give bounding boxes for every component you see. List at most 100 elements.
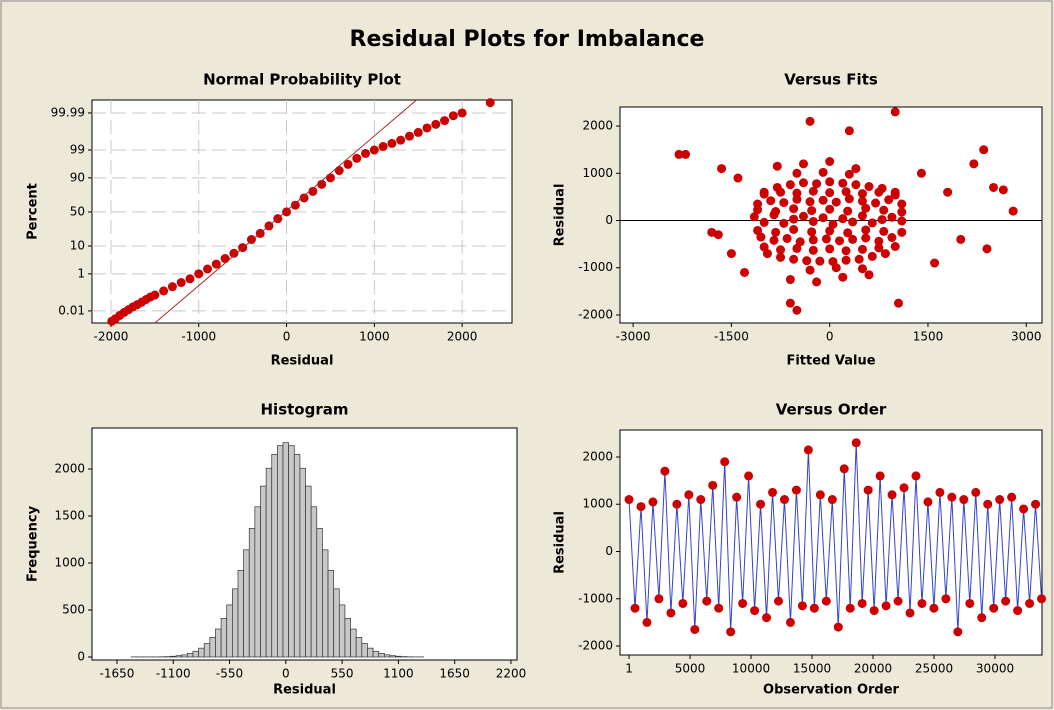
point bbox=[947, 492, 957, 502]
point bbox=[789, 204, 799, 214]
point bbox=[911, 471, 921, 481]
point bbox=[953, 627, 963, 637]
point bbox=[930, 258, 940, 268]
point bbox=[807, 227, 817, 237]
x-tick-label: -550 bbox=[216, 667, 243, 681]
point bbox=[624, 495, 634, 505]
bar bbox=[361, 643, 368, 658]
bar bbox=[248, 528, 256, 658]
x-tick-label: 2000 bbox=[447, 330, 478, 344]
point bbox=[887, 233, 897, 243]
point bbox=[440, 116, 450, 126]
series-line bbox=[628, 442, 1043, 632]
point bbox=[935, 487, 945, 497]
bar bbox=[198, 647, 205, 658]
point bbox=[807, 206, 817, 216]
point bbox=[387, 138, 397, 148]
point bbox=[229, 248, 239, 258]
bar bbox=[254, 506, 261, 658]
point bbox=[848, 234, 858, 244]
point bbox=[877, 215, 887, 225]
point bbox=[893, 596, 903, 606]
point bbox=[941, 594, 951, 604]
y-tick-label: 50 bbox=[70, 204, 85, 218]
x-tick-label: 0 bbox=[282, 667, 290, 681]
point bbox=[630, 603, 640, 613]
x-tick-label: -1650 bbox=[100, 667, 135, 681]
point bbox=[759, 242, 769, 252]
bar bbox=[288, 445, 295, 658]
point bbox=[726, 249, 736, 259]
point bbox=[779, 495, 789, 505]
point bbox=[815, 490, 825, 500]
point bbox=[352, 153, 362, 163]
point bbox=[431, 119, 441, 129]
point bbox=[772, 161, 782, 171]
y-tick-label: 2000 bbox=[582, 119, 613, 133]
point bbox=[726, 627, 736, 637]
point bbox=[785, 617, 795, 627]
point bbox=[771, 207, 781, 217]
point bbox=[150, 290, 160, 300]
x-tick-label: -1000 bbox=[181, 330, 216, 344]
point bbox=[897, 207, 907, 217]
point bbox=[880, 249, 890, 259]
x-tick-label: 3000 bbox=[1011, 330, 1042, 344]
y-axis-label: Percent bbox=[26, 183, 41, 240]
point bbox=[782, 233, 792, 243]
x-tick-label: 25000 bbox=[915, 662, 953, 676]
bar bbox=[338, 604, 346, 658]
y-tick-label: -2000 bbox=[578, 639, 613, 653]
x-tick-label: 0 bbox=[826, 330, 834, 344]
point bbox=[897, 216, 907, 226]
point bbox=[1008, 206, 1018, 216]
bar bbox=[316, 528, 323, 658]
y-tick-label: 99 bbox=[70, 143, 85, 157]
point bbox=[825, 204, 835, 214]
y-tick-label: 500 bbox=[62, 602, 85, 616]
x-axis-label: Observation Order bbox=[763, 683, 900, 698]
bar bbox=[215, 628, 222, 658]
y-tick-label: 10 bbox=[70, 239, 85, 253]
bar bbox=[299, 467, 306, 658]
point bbox=[1025, 598, 1035, 608]
y-axis-label: Frequency bbox=[26, 505, 41, 582]
point bbox=[821, 596, 831, 606]
x-axis-label: Fitted Value bbox=[786, 354, 875, 369]
x-tick-label: 1500 bbox=[913, 330, 944, 344]
point bbox=[672, 499, 682, 509]
point bbox=[194, 269, 204, 279]
x-axis-label: Residual bbox=[271, 354, 334, 369]
y-axis-label: Residual bbox=[553, 511, 568, 574]
point bbox=[879, 226, 889, 236]
point bbox=[768, 487, 778, 497]
point bbox=[884, 195, 894, 205]
point bbox=[802, 256, 812, 266]
point bbox=[825, 156, 835, 166]
point bbox=[838, 214, 848, 224]
y-tick-label: 2000 bbox=[54, 461, 85, 475]
point bbox=[1001, 596, 1011, 606]
point bbox=[396, 135, 406, 145]
point bbox=[803, 445, 813, 455]
point bbox=[874, 236, 884, 246]
point bbox=[956, 234, 966, 244]
point bbox=[220, 254, 230, 264]
point bbox=[844, 169, 854, 179]
y-tick-label: 0 bbox=[77, 649, 85, 663]
point bbox=[789, 224, 799, 234]
point bbox=[779, 198, 789, 208]
fit-line bbox=[154, 99, 417, 324]
point bbox=[766, 196, 776, 206]
point bbox=[844, 194, 854, 204]
point bbox=[308, 186, 318, 196]
point bbox=[717, 164, 727, 174]
bar bbox=[310, 506, 318, 658]
bar bbox=[220, 618, 228, 658]
x-tick-label: 30000 bbox=[976, 662, 1014, 676]
point bbox=[864, 270, 874, 280]
point bbox=[857, 264, 867, 274]
point bbox=[998, 185, 1008, 195]
bar bbox=[350, 628, 357, 658]
